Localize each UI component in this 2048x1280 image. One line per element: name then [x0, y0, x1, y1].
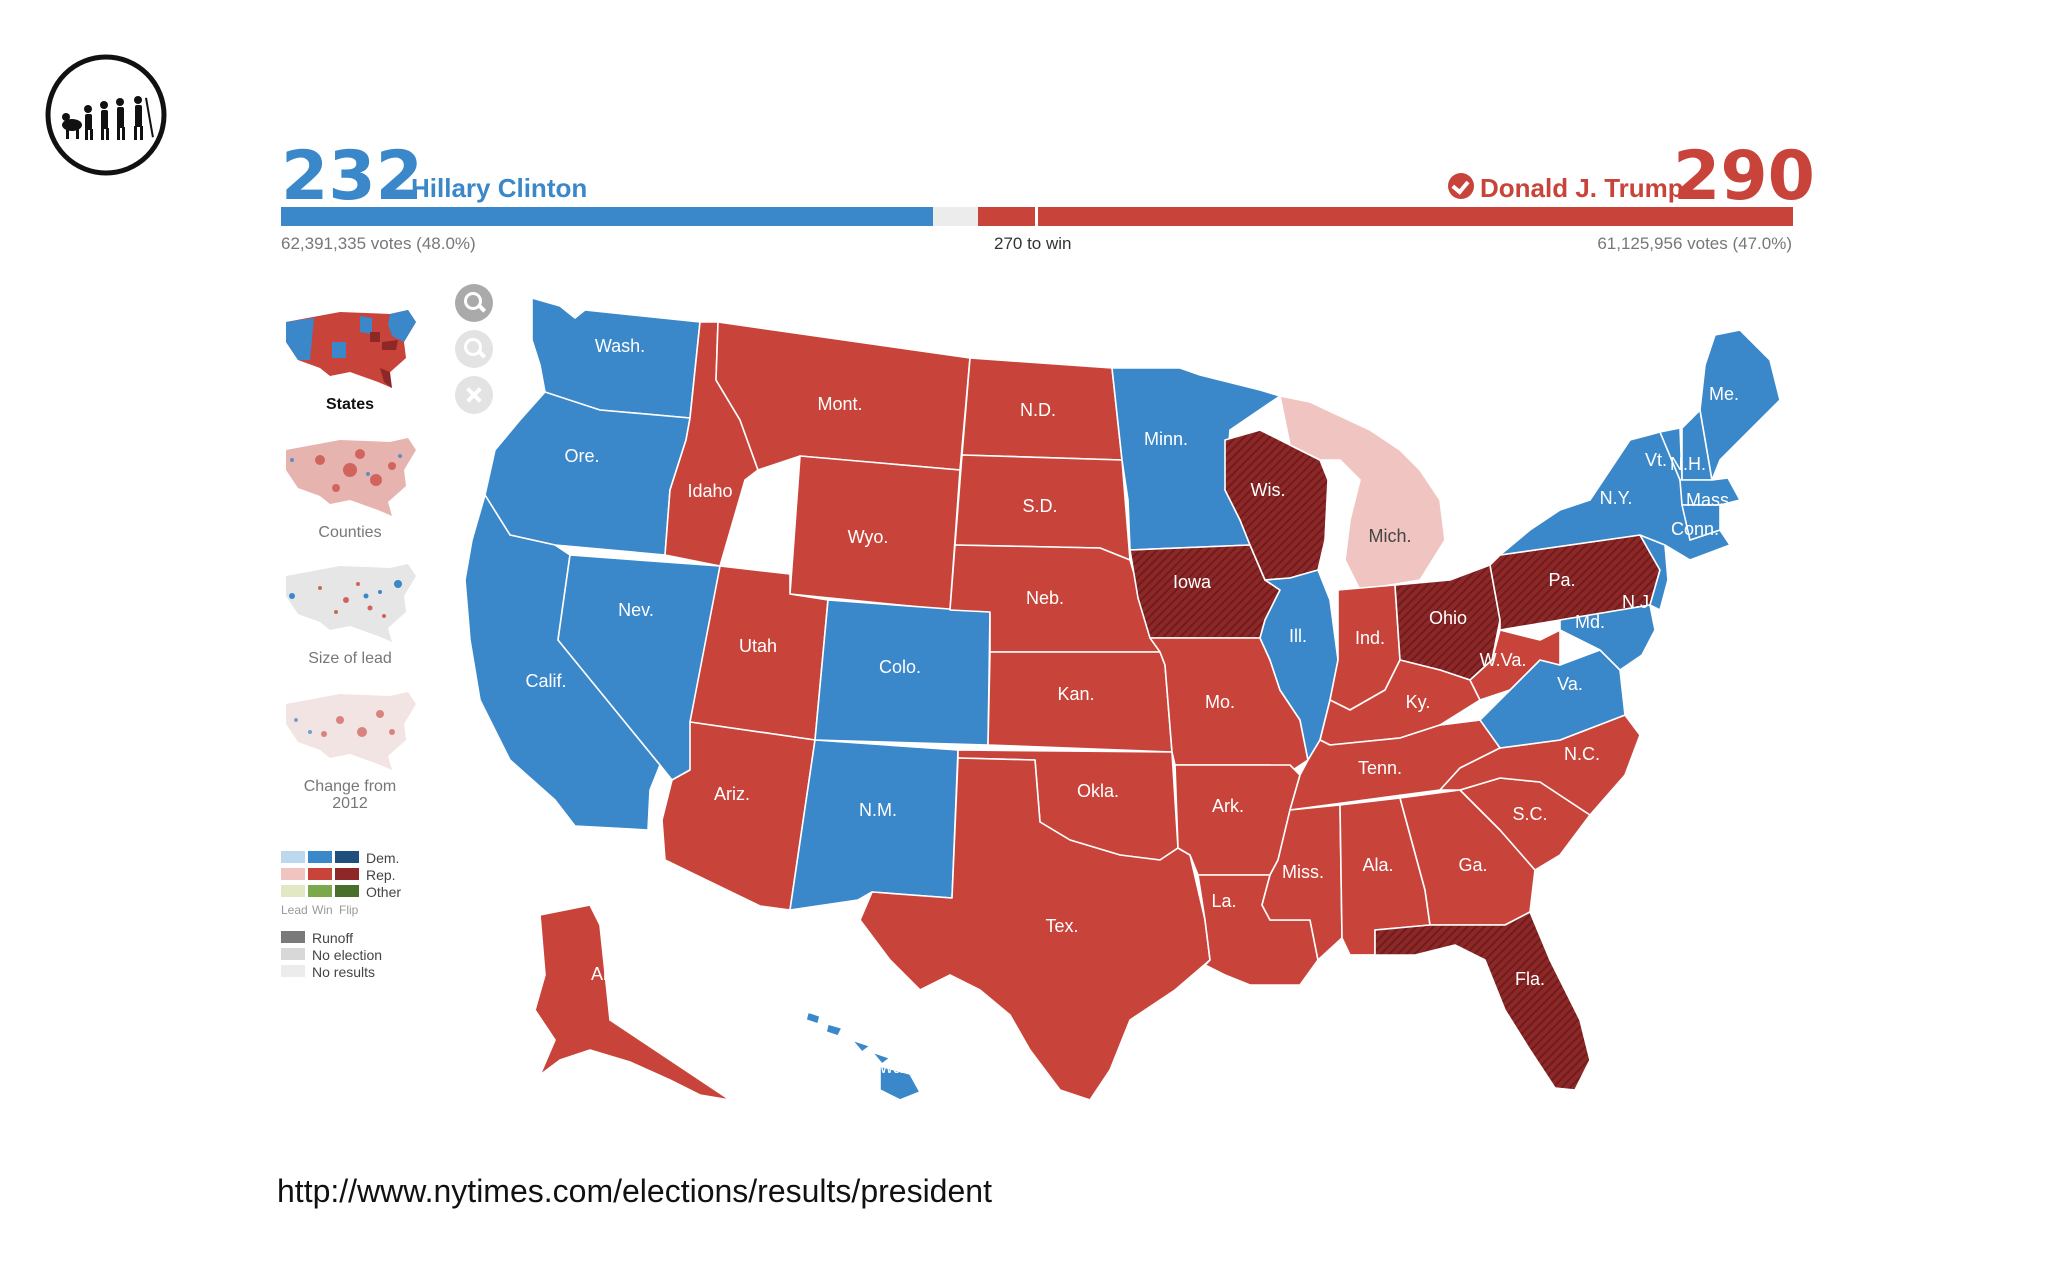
state-label-ak: Alaska: [591, 964, 646, 984]
trump-bar-fill: [978, 207, 1793, 226]
state-label-ca: Calif.: [525, 671, 566, 691]
state-label-nc: N.C.: [1564, 744, 1600, 764]
state-label-nd: N.D.: [1020, 400, 1056, 420]
legend-flip: Flip: [339, 903, 359, 917]
state-label-ut: Utah: [739, 636, 777, 656]
legend-no-results: No results: [312, 964, 376, 980]
state-label-al: Ala.: [1362, 855, 1393, 875]
threshold-label: 270 to win: [994, 234, 1072, 253]
electoral-vote-bar: [281, 207, 1793, 226]
state-label-md: Md.: [1575, 612, 1605, 632]
state-label-in: Ind.: [1355, 628, 1385, 648]
state-label-ny: N.Y.: [1600, 488, 1633, 508]
state-label-co: Colo.: [879, 657, 921, 677]
state-label-mi: Mich.: [1368, 526, 1411, 546]
state-fl[interactable]: [1349, 911, 1591, 1091]
view-size-of-lead-button[interactable]: Size of lead: [280, 556, 420, 667]
zoom-out-icon: [464, 338, 482, 356]
state-label-il: Ill.: [1289, 626, 1307, 646]
legend-lead: Lead: [281, 903, 308, 917]
state-label-tx: Tex.: [1045, 916, 1078, 936]
view-change-from-2012-label: Change from 2012: [303, 778, 397, 812]
state-or[interactable]: [484, 391, 691, 556]
state-label-mo: Mo.: [1205, 692, 1235, 712]
state-label-ar: Ark.: [1212, 796, 1244, 816]
state-hi[interactable]: [805, 1011, 921, 1101]
map-legend: Dem. Rep. Other Lead Win Flip Runoff No …: [281, 851, 441, 991]
zoom-out-button[interactable]: [455, 330, 493, 368]
state-label-mt: Mont.: [817, 394, 862, 414]
state-ca[interactable]: [464, 494, 661, 831]
view-counties-label: Counties: [318, 524, 382, 541]
state-label-wy: Wyo.: [848, 527, 889, 547]
reset-zoom-button[interactable]: [455, 376, 493, 414]
state-label-wi: Wis.: [1251, 480, 1286, 500]
state-ak[interactable]: [534, 904, 731, 1101]
state-label-nh: N.H.: [1670, 454, 1706, 474]
state-me[interactable]: [1699, 329, 1781, 481]
clinton-bar-fill: [281, 207, 933, 226]
view-states-button[interactable]: States: [280, 302, 420, 413]
state-label-ct: Conn.: [1671, 519, 1719, 539]
state-label-ok: Okla.: [1077, 781, 1119, 801]
state-label-wv: W.Va.: [1480, 650, 1527, 670]
state-label-fl: Fla.: [1515, 969, 1545, 989]
state-label-nj: N.J.: [1622, 592, 1654, 612]
state-label-ms: Miss.: [1282, 862, 1324, 882]
legend-dem: Dem.: [366, 850, 400, 866]
legend-no-election: No election: [312, 947, 383, 963]
source-url: http://www.nytimes.com/elections/results…: [277, 1173, 992, 1209]
state-label-va: Va.: [1557, 674, 1583, 694]
view-counties-button[interactable]: Counties: [280, 430, 420, 541]
state-tx[interactable]: [859, 757, 1211, 1101]
state-label-or: Ore.: [564, 446, 599, 466]
state-label-pa: Pa.: [1548, 570, 1575, 590]
state-label-hi: Hawaii: [857, 1057, 911, 1077]
state-label-sd: S.D.: [1022, 496, 1057, 516]
state-label-sc: S.C.: [1512, 804, 1547, 824]
state-label-az: Ariz.: [714, 784, 750, 804]
winner-check-icon: [1448, 173, 1474, 199]
evolution-logo-icon: [45, 54, 167, 176]
clinton-electoral-votes: 232: [281, 137, 423, 216]
threshold-marker: [1035, 207, 1038, 226]
state-label-ia: Iowa: [1173, 572, 1212, 592]
state-ct[interactable]: [1681, 504, 1721, 541]
legend-rep: Rep.: [366, 867, 396, 883]
state-wv[interactable]: [1469, 629, 1561, 701]
state-label-ky: Ky.: [1406, 692, 1431, 712]
state-label-nm: N.M.: [859, 800, 897, 820]
state-nc[interactable]: [1439, 714, 1641, 816]
legend-win: Win: [312, 903, 333, 917]
trump-popular-votes: 61,125,956 votes (47.0%): [1597, 234, 1792, 253]
us-election-map: Wash. Ore. Calif. Nev. Idaho Mont. Wyo. Utah Ari…: [464, 297, 1781, 1101]
state-md[interactable]: [1559, 604, 1656, 671]
state-mi[interactable]: [1279, 395, 1446, 591]
state-label-nv: Nev.: [618, 600, 654, 620]
state-label-oh: Ohio: [1429, 608, 1467, 628]
state-label-ma: Mass.: [1686, 490, 1734, 510]
state-nm[interactable]: [789, 739, 959, 911]
state-label-me: Me.: [1709, 384, 1739, 404]
trump-name: Donald J. Trump: [1480, 173, 1684, 203]
state-label-la: La.: [1211, 891, 1236, 911]
legend-other: Other: [366, 884, 402, 900]
view-change-from-2012-button[interactable]: Change from 2012: [280, 684, 420, 812]
state-label-tn: Tenn.: [1358, 758, 1402, 778]
zoom-in-button[interactable]: [455, 284, 493, 322]
state-label-vt: Vt.: [1645, 450, 1667, 470]
state-label-ga: Ga.: [1458, 855, 1487, 875]
clinton-name: Hillary Clinton: [411, 173, 588, 203]
state-label-mn: Minn.: [1144, 429, 1188, 449]
view-states-label: States: [325, 396, 375, 413]
legend-runoff: Runoff: [312, 930, 353, 946]
clinton-popular-votes: 62,391,335 votes (48.0%): [281, 234, 476, 253]
state-label-id: Idaho: [687, 481, 732, 501]
zoom-in-icon: [464, 292, 482, 310]
state-label-ne: Neb.: [1026, 588, 1064, 608]
state-label-ks: Kan.: [1057, 684, 1094, 704]
state-label-wa: Wash.: [595, 336, 645, 356]
view-size-of-lead-label: Size of lead: [308, 650, 392, 667]
